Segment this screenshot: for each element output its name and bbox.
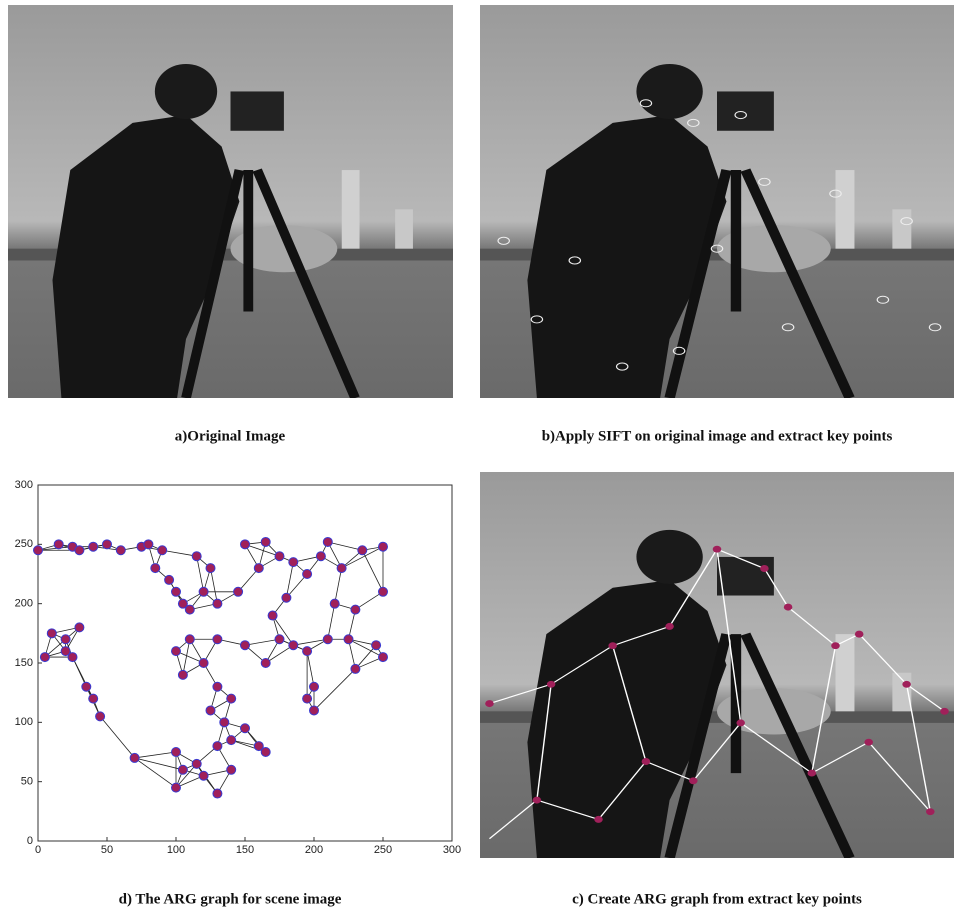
- node: [372, 641, 381, 650]
- node: [185, 605, 194, 614]
- node: [358, 546, 367, 555]
- node: [54, 540, 63, 549]
- node: [213, 682, 222, 691]
- node: [158, 546, 167, 555]
- node: [34, 546, 43, 555]
- y-tick-label: 50: [21, 776, 33, 788]
- node: [172, 587, 181, 596]
- caption: b)Apply SIFT on original image and extra…: [542, 428, 893, 444]
- node: [323, 635, 332, 644]
- node: [344, 635, 353, 644]
- x-tick-label: 50: [101, 844, 113, 856]
- node: [275, 552, 284, 561]
- node: [199, 771, 208, 780]
- node: [89, 542, 98, 551]
- original-image: [8, 5, 453, 398]
- node: [61, 647, 70, 656]
- node: [47, 629, 56, 638]
- node: [330, 599, 339, 608]
- node: [289, 641, 298, 650]
- node: [303, 570, 312, 579]
- node: [241, 724, 250, 733]
- node: [96, 712, 105, 721]
- node: [213, 789, 222, 798]
- node: [151, 564, 160, 573]
- y-tick-label: 250: [15, 538, 33, 550]
- caption: d) The ARG graph for scene image: [119, 891, 342, 907]
- node: [89, 694, 98, 703]
- node: [116, 546, 125, 555]
- node: [206, 564, 215, 573]
- node: [213, 635, 222, 644]
- figure-canvas: a)Original Image b)Apply SIFT on origina…: [0, 0, 954, 910]
- node: [261, 659, 270, 668]
- x-tick-label: 300: [443, 844, 461, 856]
- node: [303, 647, 312, 656]
- node: [303, 694, 312, 703]
- node: [351, 605, 360, 614]
- node: [61, 635, 70, 644]
- node: [213, 599, 222, 608]
- node: [172, 647, 181, 656]
- node: [178, 765, 187, 774]
- plot-frame: [38, 485, 452, 841]
- node: [40, 653, 49, 662]
- y-tick-label: 0: [27, 835, 33, 847]
- node: [261, 537, 270, 546]
- node: [289, 558, 298, 567]
- node: [213, 742, 222, 751]
- node: [130, 753, 139, 762]
- arg-overlay-image: [480, 472, 954, 858]
- node: [282, 593, 291, 602]
- node: [185, 635, 194, 644]
- node: [199, 587, 208, 596]
- x-tick-label: 150: [236, 844, 254, 856]
- x-tick-label: 200: [305, 844, 323, 856]
- node: [310, 706, 319, 715]
- node: [75, 623, 84, 632]
- x-tick-label: 100: [167, 844, 185, 856]
- node: [310, 682, 319, 691]
- node: [165, 575, 174, 584]
- node: [261, 748, 270, 757]
- node: [227, 694, 236, 703]
- figure: a)Original Image b)Apply SIFT on origina…: [0, 0, 954, 910]
- y-tick-label: 150: [15, 657, 33, 669]
- node: [379, 587, 388, 596]
- node: [227, 736, 236, 745]
- node: [241, 540, 250, 549]
- node: [241, 641, 250, 650]
- x-tick-label: 250: [374, 844, 392, 856]
- node: [220, 718, 229, 727]
- node: [268, 611, 277, 620]
- caption: c) Create ARG graph from extract key poi…: [572, 891, 862, 907]
- node: [199, 659, 208, 668]
- node: [144, 540, 153, 549]
- node: [254, 564, 263, 573]
- node: [82, 682, 91, 691]
- node: [103, 540, 112, 549]
- node: [379, 542, 388, 551]
- node: [178, 670, 187, 679]
- sift-image: [480, 5, 954, 398]
- node: [337, 564, 346, 573]
- node: [323, 537, 332, 546]
- node: [379, 653, 388, 662]
- caption: a)Original Image: [175, 428, 286, 444]
- node: [172, 783, 181, 792]
- node: [192, 759, 201, 768]
- node: [172, 748, 181, 757]
- node: [75, 546, 84, 555]
- node: [206, 706, 215, 715]
- node: [351, 664, 360, 673]
- y-tick-label: 100: [15, 716, 33, 728]
- x-tick-label: 0: [35, 844, 41, 856]
- node: [316, 552, 325, 561]
- node: [227, 765, 236, 774]
- y-tick-label: 200: [15, 598, 33, 610]
- y-tick-label: 300: [15, 479, 33, 491]
- node: [234, 587, 243, 596]
- node: [192, 552, 201, 561]
- node: [275, 635, 284, 644]
